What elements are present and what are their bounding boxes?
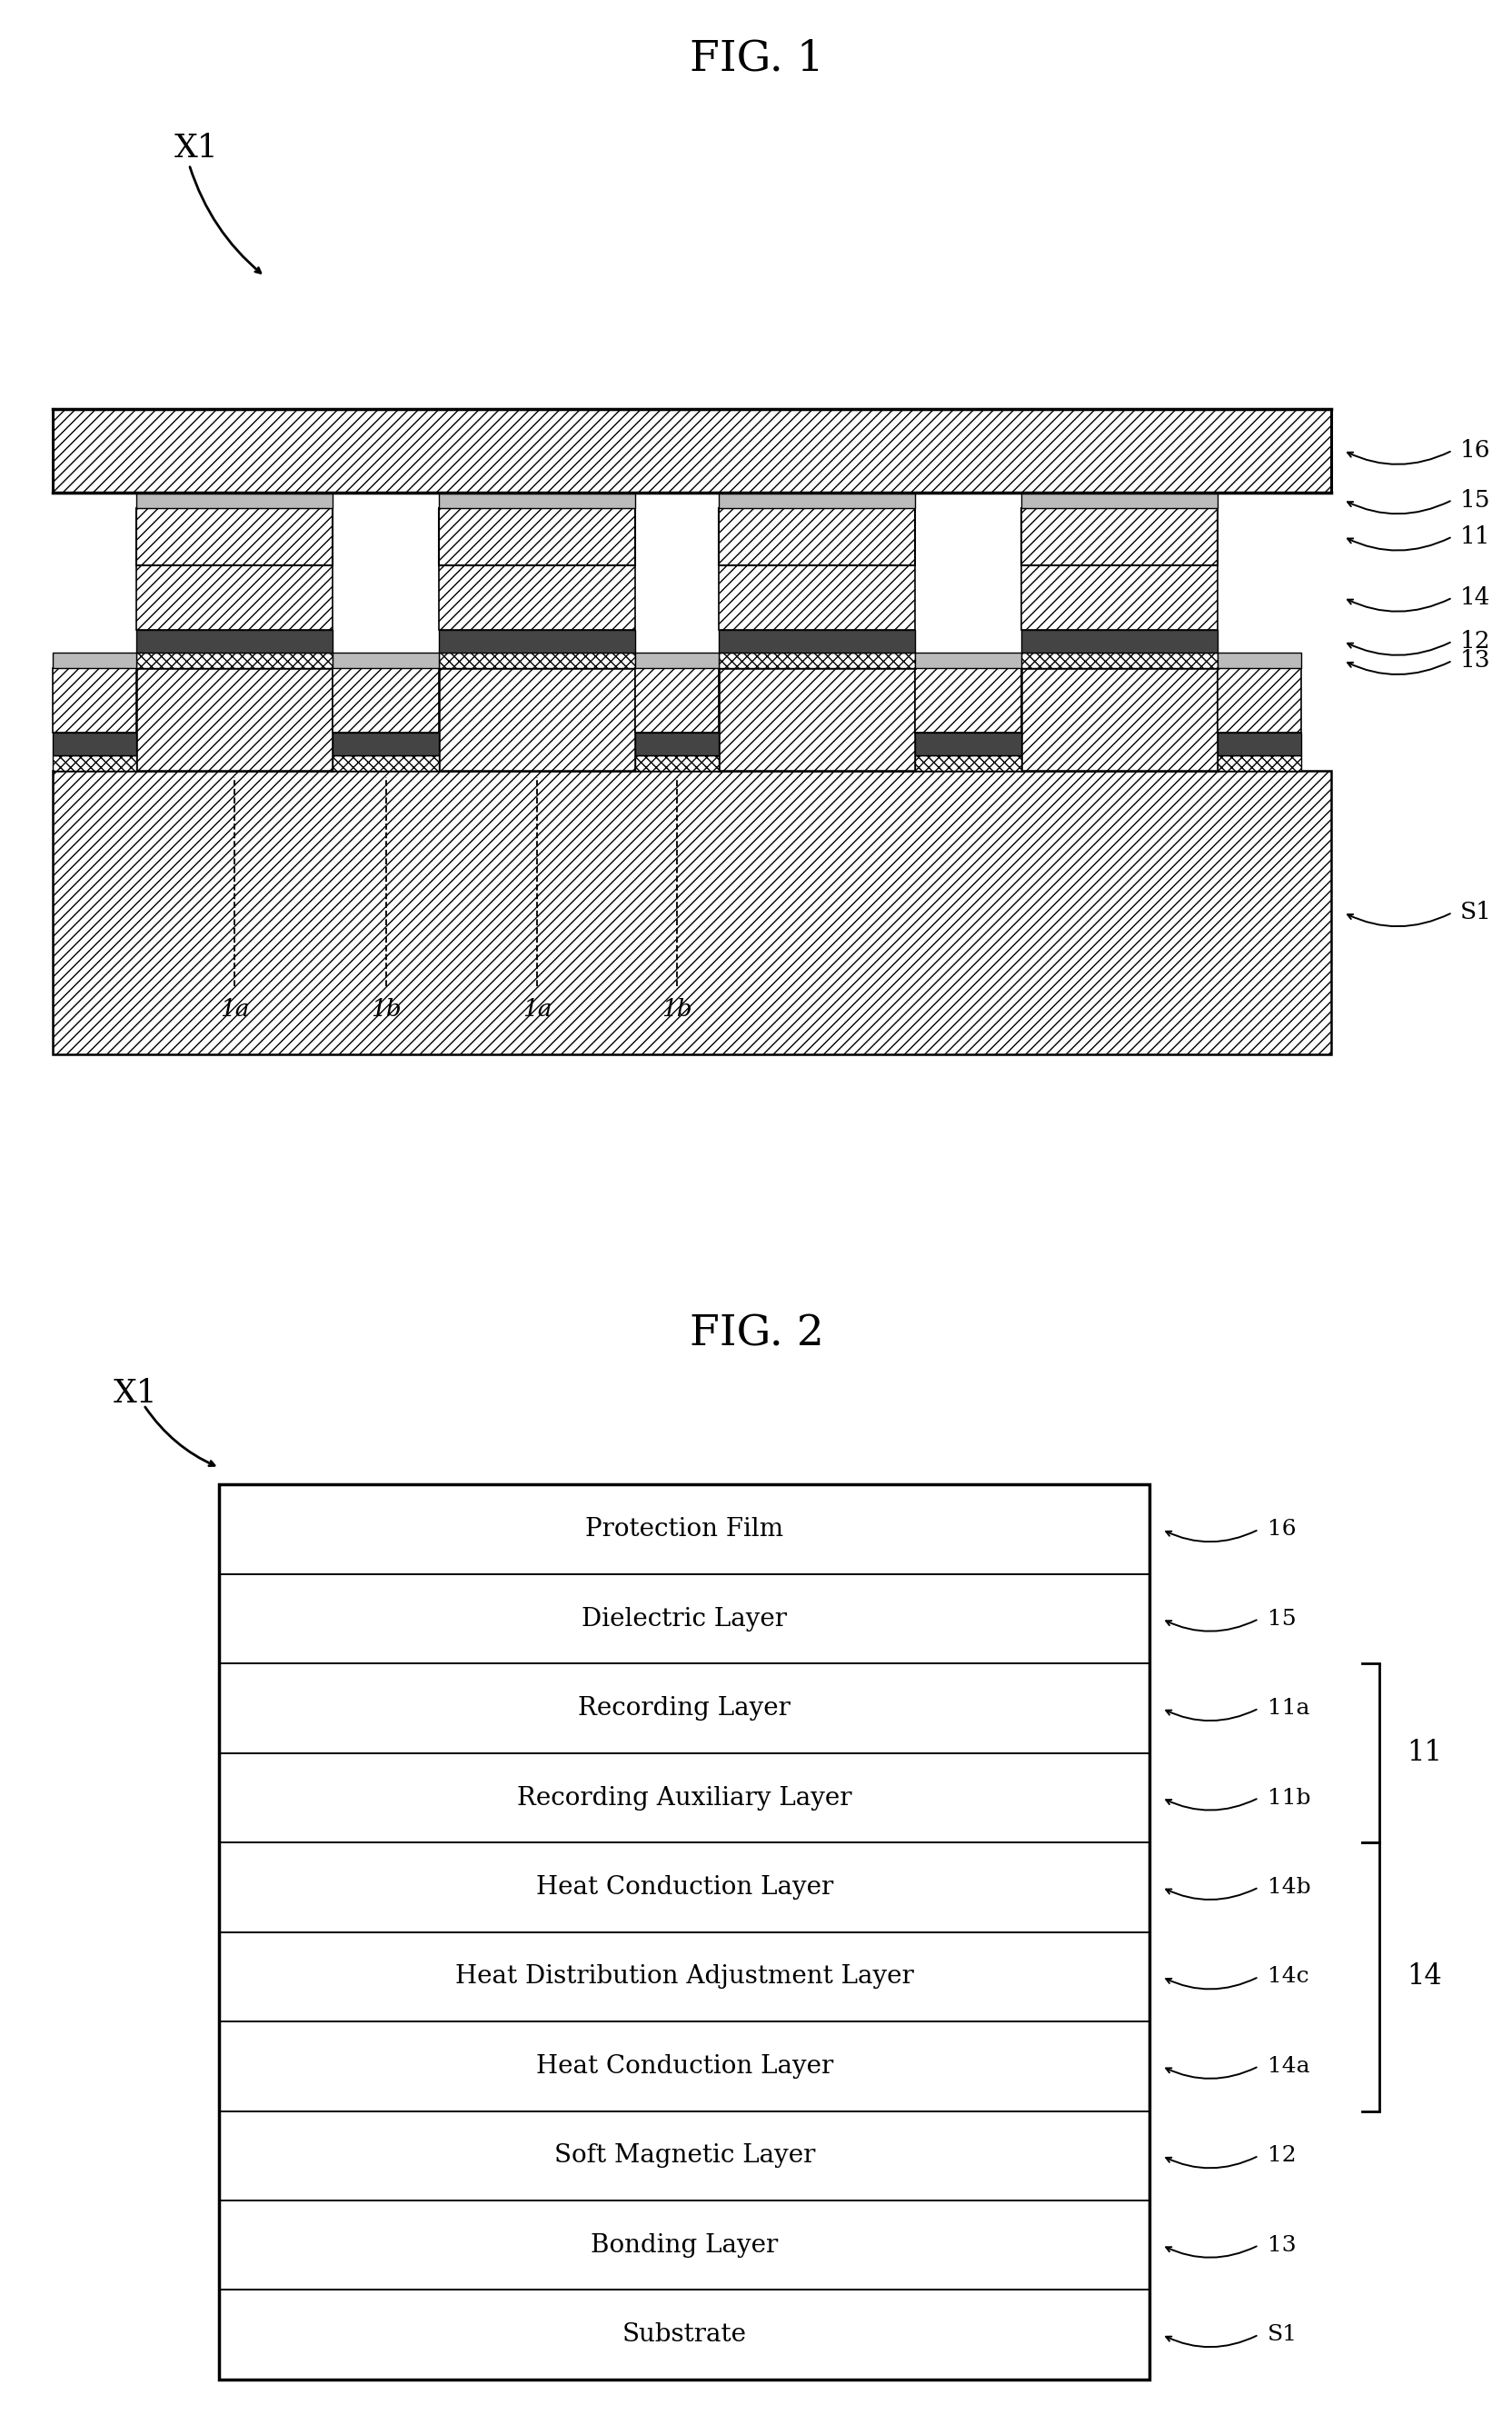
Text: FIG. 2: FIG. 2 xyxy=(689,1314,823,1356)
Bar xyxy=(1217,669,1300,732)
Text: 14: 14 xyxy=(1459,587,1489,609)
Bar xyxy=(333,732,438,757)
Bar xyxy=(136,631,333,652)
Text: 14c: 14c xyxy=(1267,1967,1308,1986)
Bar xyxy=(53,410,1331,492)
Text: FIG. 1: FIG. 1 xyxy=(689,39,823,80)
Bar xyxy=(915,652,1021,669)
Bar xyxy=(53,757,136,771)
Bar xyxy=(333,757,438,771)
Bar xyxy=(1021,652,1217,669)
Bar xyxy=(219,1484,1149,2379)
Polygon shape xyxy=(53,771,1331,1055)
Text: S1: S1 xyxy=(1267,2323,1297,2345)
Text: 1a: 1a xyxy=(522,997,552,1021)
Bar xyxy=(219,2199,1149,2289)
Text: 1b: 1b xyxy=(661,997,692,1021)
Bar xyxy=(333,669,438,732)
Text: Substrate: Substrate xyxy=(621,2323,747,2347)
Text: 16: 16 xyxy=(1267,1518,1296,1540)
Bar xyxy=(136,565,333,630)
Text: 13: 13 xyxy=(1267,2236,1296,2255)
Text: 14: 14 xyxy=(1406,1962,1441,1991)
Bar xyxy=(718,631,915,652)
Text: 16: 16 xyxy=(1459,439,1489,461)
Bar xyxy=(53,669,136,732)
Bar xyxy=(136,492,333,507)
Bar xyxy=(718,492,915,507)
Text: Heat Conduction Layer: Heat Conduction Layer xyxy=(535,1875,833,1899)
Polygon shape xyxy=(718,669,915,771)
Polygon shape xyxy=(1021,669,1217,771)
Text: 14a: 14a xyxy=(1267,2056,1309,2076)
Text: 12: 12 xyxy=(1267,2146,1296,2166)
Bar xyxy=(438,565,635,630)
Text: 13: 13 xyxy=(1459,650,1489,672)
Bar xyxy=(438,652,635,669)
Polygon shape xyxy=(136,669,333,771)
Text: X1: X1 xyxy=(174,133,218,162)
Bar xyxy=(219,1933,1149,2022)
Bar xyxy=(136,507,333,565)
Text: Bonding Layer: Bonding Layer xyxy=(591,2233,777,2258)
Bar xyxy=(1217,652,1300,669)
Bar xyxy=(53,652,136,669)
Bar xyxy=(635,732,718,757)
Bar xyxy=(915,669,1021,732)
Bar xyxy=(1217,732,1300,757)
Text: Recording Auxiliary Layer: Recording Auxiliary Layer xyxy=(517,1785,851,1809)
Bar xyxy=(333,652,438,669)
Text: 15: 15 xyxy=(1267,1608,1296,1630)
Bar xyxy=(219,1753,1149,1843)
Text: 11: 11 xyxy=(1459,526,1489,548)
Bar xyxy=(1021,565,1217,630)
Bar xyxy=(915,732,1021,757)
Text: X1: X1 xyxy=(113,1377,157,1409)
Bar xyxy=(1217,757,1300,771)
Bar xyxy=(635,652,718,669)
Bar xyxy=(635,757,718,771)
Text: 1a: 1a xyxy=(219,997,249,1021)
Bar xyxy=(219,2289,1149,2379)
Bar xyxy=(915,757,1021,771)
Bar xyxy=(1021,492,1217,507)
Text: Soft Magnetic Layer: Soft Magnetic Layer xyxy=(553,2144,815,2168)
Bar xyxy=(219,1843,1149,1933)
Text: Protection Film: Protection Film xyxy=(585,1518,783,1542)
Bar xyxy=(53,732,136,757)
Text: 14b: 14b xyxy=(1267,1877,1311,1899)
Text: 11: 11 xyxy=(1406,1739,1441,1768)
Text: Heat Distribution Adjustment Layer: Heat Distribution Adjustment Layer xyxy=(455,1964,913,1988)
Polygon shape xyxy=(438,669,635,771)
Bar xyxy=(136,652,333,669)
Text: 15: 15 xyxy=(1459,487,1489,512)
Bar xyxy=(718,652,915,669)
Text: 11a: 11a xyxy=(1267,1698,1309,1719)
Text: S1: S1 xyxy=(1459,902,1491,924)
Bar xyxy=(219,1484,1149,1574)
Text: Dielectric Layer: Dielectric Layer xyxy=(582,1608,786,1632)
Text: 12: 12 xyxy=(1459,631,1489,652)
Bar xyxy=(438,492,635,507)
Bar xyxy=(219,1664,1149,1753)
Bar xyxy=(1021,631,1217,652)
Text: 1b: 1b xyxy=(370,997,401,1021)
Bar xyxy=(438,631,635,652)
Bar xyxy=(438,507,635,565)
Text: 11b: 11b xyxy=(1267,1787,1311,1809)
Bar xyxy=(635,669,718,732)
Bar xyxy=(718,507,915,565)
Bar xyxy=(219,2022,1149,2112)
Bar xyxy=(219,1574,1149,1664)
Text: Recording Layer: Recording Layer xyxy=(578,1695,791,1722)
Bar xyxy=(1021,507,1217,565)
Text: Heat Conduction Layer: Heat Conduction Layer xyxy=(535,2054,833,2078)
Bar xyxy=(219,2112,1149,2199)
Bar xyxy=(718,565,915,630)
